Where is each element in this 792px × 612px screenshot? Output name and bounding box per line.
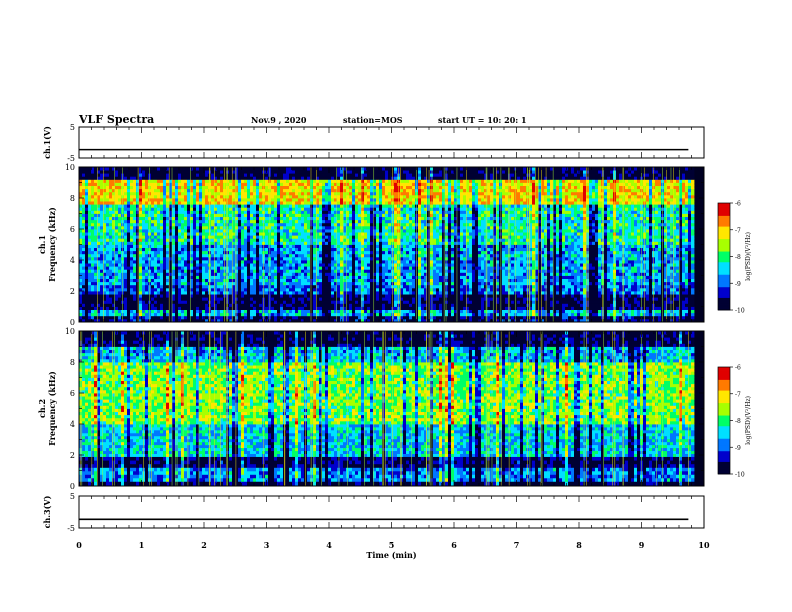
- x-axis: 0 1 2 3 4 5 6 7 8 9 10 Time (min): [76, 540, 710, 560]
- x-tick-label: 8: [576, 540, 582, 550]
- colorbar-tick-label: -9: [735, 281, 741, 288]
- ch1-spectrogram: [79, 167, 704, 323]
- start-time-label: start UT = 10: 20: 1: [438, 115, 527, 125]
- y-tick-label: 2: [70, 287, 75, 296]
- y-axis-label: ch.3(V): [42, 495, 52, 528]
- y-axis-label: Frequency (kHz): [47, 371, 57, 446]
- colorbar-ch1-spectrogram: -6 -7 -8 -9 -10 log(PSD)(V²/Hz): [717, 201, 752, 315]
- x-tick-label: 4: [326, 540, 332, 550]
- y-tick-label: 6: [70, 225, 75, 234]
- colorbar-ch2-spectrogram: -6 -7 -8 -9 -10 log(PSD)(V²/Hz): [717, 365, 752, 479]
- colorbar-tick-label: -6: [735, 201, 741, 208]
- colorbar-tick-label: -7: [735, 391, 741, 398]
- y-tick-label: 10: [65, 163, 75, 172]
- colorbar-label: log(PSD)(V²/Hz): [745, 232, 752, 281]
- axes-ch2-spectrogram: 0 2 4 6 8 10 ch.2 Frequency (kHz): [37, 327, 705, 491]
- y-axis-label: Frequency (kHz): [47, 207, 57, 282]
- colorbar-tick-label: -6: [735, 365, 741, 372]
- y-tick-label: 4: [70, 256, 75, 265]
- axes-ch1-waveform: 5 -5 ch.1(V): [42, 123, 705, 163]
- x-tick-label: 9: [639, 540, 645, 550]
- x-tick-label: 10: [698, 540, 710, 550]
- ch2-spectrogram: [79, 331, 704, 487]
- y-tick-label: 2: [70, 451, 75, 460]
- y-axis-label: ch.1(V): [42, 126, 52, 159]
- y-tick-label: 4: [70, 420, 75, 429]
- y-tick-label: 6: [70, 389, 75, 398]
- chart-title: VLF Spectra: [79, 113, 154, 126]
- x-tick-label: 3: [264, 540, 270, 550]
- y-tick-label: 10: [65, 327, 75, 336]
- y-axis-label: ch.1: [37, 235, 47, 254]
- y-tick-label: 0: [70, 482, 75, 491]
- colorbar-tick-label: -10: [735, 472, 745, 479]
- colorbar-label: log(PSD)(V²/Hz): [745, 396, 752, 445]
- x-axis-label: Time (min): [366, 550, 416, 560]
- colorbar-tick-label: -8: [735, 418, 741, 425]
- y-tick-label: 8: [70, 358, 75, 367]
- date-label: Nov.9 , 2020: [251, 115, 306, 125]
- y-tick-label: -5: [67, 524, 75, 533]
- y-tick-label: -5: [67, 154, 75, 163]
- x-tick-label: 2: [201, 540, 207, 550]
- axes-ch3-waveform: 5 -5 ch.3(V): [42, 492, 705, 533]
- y-tick-label: 5: [70, 123, 75, 132]
- x-tick-label: 6: [451, 540, 457, 550]
- x-tick-label: 5: [389, 540, 395, 550]
- y-tick-label: 0: [70, 318, 75, 327]
- colorbar-tick-label: -9: [735, 445, 741, 452]
- y-tick-label: 8: [70, 194, 75, 203]
- x-tick-label: 0: [76, 540, 82, 550]
- colorbar-tick-label: -10: [735, 308, 745, 315]
- x-tick-label: 1: [139, 540, 145, 550]
- y-axis-label: ch.2: [37, 399, 47, 418]
- axes-ch1-spectrogram: 0 2 4 6 8 10 ch.1 Frequency (kHz): [37, 163, 705, 327]
- colorbar-tick-label: -7: [735, 227, 741, 234]
- colorbar-tick-label: -8: [735, 254, 741, 261]
- x-tick-label: 7: [514, 540, 520, 550]
- station-label: station=MOS: [343, 115, 403, 125]
- y-tick-label: 5: [70, 492, 75, 501]
